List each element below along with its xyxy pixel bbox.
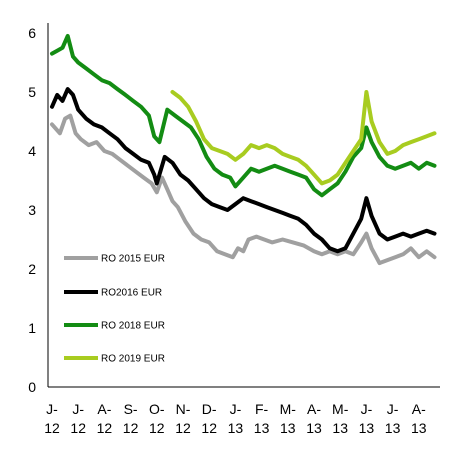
x-tick-label-year: 13 [385,420,401,436]
x-tick-label-year: 12 [97,420,113,436]
x-tick-label-month: N- [176,401,191,417]
x-tick-label-year: 13 [254,420,270,436]
y-tick-label: 3 [28,202,36,218]
x-tick-label-month: J- [230,401,242,417]
y-tick-label: 4 [28,143,36,159]
x-tick-label-year: 13 [332,420,348,436]
legend-label-4: RO 2019 EUR [101,354,165,365]
x-tick-label-month: J- [46,401,58,417]
y-tick-label: 5 [28,84,36,100]
x-tick-label-month: J- [387,401,399,417]
x-tick-label-month: O- [149,401,165,417]
x-tick-label-year: 13 [228,420,244,436]
x-tick-label-month: J- [72,401,84,417]
x-tick-label-month: A- [412,401,426,417]
x-tick-label-year: 12 [201,420,217,436]
x-tick-label-year: 12 [123,420,139,436]
series-line-4 [170,90,437,186]
x-tick-label-year: 12 [70,420,86,436]
y-tick-label: 2 [28,261,36,277]
legend-label-2: RO2016 EUR [101,288,162,299]
x-tick-label-month: D- [202,401,217,417]
y-tick-label: 6 [28,25,36,41]
legend-label-3: RO 2018 EUR [101,321,165,332]
y-tick-label: 0 [28,379,36,395]
axes [47,23,440,388]
legend: RO 2015 EUR RO2016 EUR RO 2018 EUR RO 2019 … [64,254,165,365]
x-tick-label-month: S- [124,401,138,417]
x-tick-label-month: M- [280,401,297,417]
x-tick-label-year: 13 [306,420,322,436]
x-tick-label-year: 13 [411,420,427,436]
x-tick-label-month: A- [97,401,111,417]
series-line-3 [50,33,437,198]
series-lines [50,33,437,266]
x-tick-label-month: M- [332,401,349,417]
x-tick-label-year: 12 [175,420,191,436]
x-tick-label-year: 13 [359,420,375,436]
x-tick-label-month: F- [255,401,269,417]
x-tick-label-year: 12 [149,420,165,436]
x-tick-label-year: 13 [280,420,296,436]
x-tick-label-month: J- [361,401,373,417]
series-line-1 [50,113,437,266]
x-tick-labels: J- 12 J- 12 A- 12 S- 12 O- 12 N- 12 D- 12 J- 13 F- 13 M- 13… [44,401,427,436]
x-tick-label-year: 12 [44,420,60,436]
x-tick-label-month: A- [307,401,321,417]
series-line-2 [50,87,437,254]
y-tick-label: 1 [28,320,36,336]
legend-label-1: RO 2015 EUR [101,254,165,265]
y-tick-labels: 0 1 2 3 4 5 6 [28,25,36,395]
